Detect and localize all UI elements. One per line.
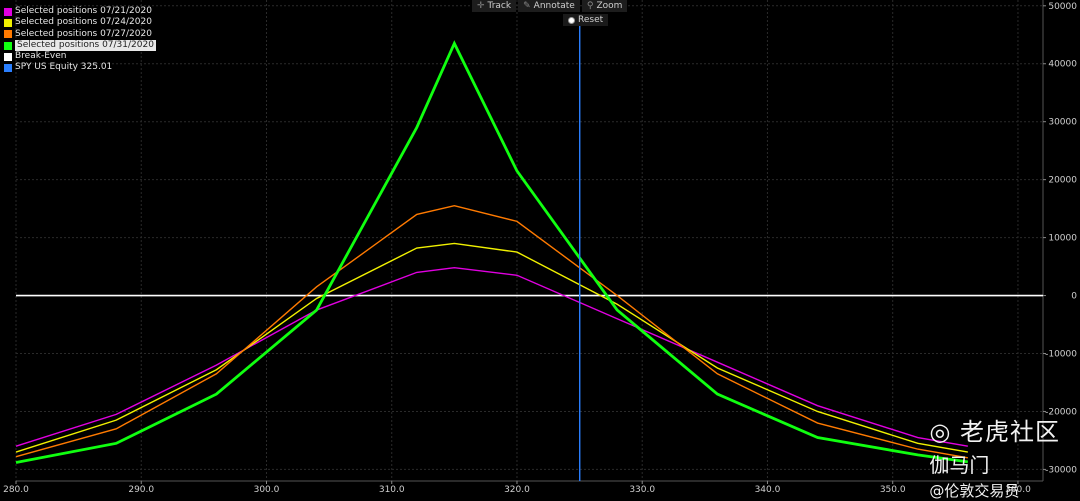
zoom-button[interactable]: ⚲ Zoom bbox=[581, 0, 628, 12]
crosshair-icon: ✛ bbox=[477, 1, 485, 11]
watermark: ◎ 老虎社区 伽马门 @伦敦交易员 bbox=[929, 412, 1060, 501]
watermark-text1: 老虎社区 bbox=[960, 418, 1060, 446]
y-tick-label: -30000 bbox=[1045, 465, 1077, 475]
magnifier-icon: ⚲ bbox=[586, 1, 594, 11]
track-label: Track bbox=[487, 1, 512, 11]
x-tick-label: 300.0 bbox=[254, 485, 280, 494]
legend-label-spy: SPY US Equity 325.01 bbox=[15, 62, 113, 73]
watermark-line1: ◎ 老虎社区 bbox=[929, 412, 1060, 447]
y-tick-label: 10000 bbox=[1048, 234, 1077, 244]
x-tick-label: 280.0 bbox=[3, 485, 29, 494]
legend-swatch-spy bbox=[4, 64, 12, 73]
x-tick-label: 290.0 bbox=[128, 485, 154, 494]
y-tick-label: 40000 bbox=[1048, 60, 1077, 70]
radio-icon bbox=[568, 16, 575, 24]
y-tick-label: -20000 bbox=[1045, 407, 1077, 417]
legend-item-spy[interactable]: SPY US Equity 325.01 bbox=[4, 62, 156, 73]
legend-swatch-break-even bbox=[4, 52, 12, 61]
y-tick-label: -10000 bbox=[1045, 350, 1077, 360]
legend-item-0721[interactable]: Selected positions 07/21/2020 bbox=[4, 6, 156, 17]
legend-item-0724[interactable]: Selected positions 07/24/2020 bbox=[4, 17, 156, 28]
y-tick-label: 30000 bbox=[1048, 118, 1077, 128]
y-tick-label: 50000 bbox=[1048, 2, 1077, 12]
legend-label-0731: Selected positions 07/31/2020 bbox=[15, 39, 156, 52]
watermark-line3: @伦敦交易员 bbox=[929, 482, 1020, 500]
wechat-icon: ◎ bbox=[929, 418, 960, 446]
series-line-3 bbox=[15, 40, 969, 464]
legend-swatch-0731 bbox=[4, 41, 12, 50]
y-tick-label: 0 bbox=[1071, 292, 1077, 302]
legend-label-0721: Selected positions 07/21/2020 bbox=[15, 6, 152, 16]
series-line-2 bbox=[15, 205, 968, 459]
reset-button[interactable]: Reset bbox=[563, 14, 609, 26]
legend-item-0727[interactable]: Selected positions 07/27/2020 bbox=[4, 29, 156, 40]
x-tick-label: 330.0 bbox=[629, 485, 655, 494]
watermark-line2: 伽马门 bbox=[929, 453, 990, 477]
legend-swatch-0724 bbox=[4, 18, 12, 27]
pencil-icon: ✎ bbox=[523, 1, 531, 11]
reset-label: Reset bbox=[578, 15, 604, 25]
x-tick-label: 350.0 bbox=[880, 485, 906, 494]
series-line-1 bbox=[15, 242, 968, 453]
x-tick-label: 340.0 bbox=[755, 485, 781, 494]
track-button[interactable]: ✛ Track bbox=[472, 0, 517, 12]
legend-swatch-0727 bbox=[4, 30, 12, 39]
x-tick-label: 360.0 bbox=[1005, 485, 1031, 494]
annotate-label: Annotate bbox=[533, 1, 575, 11]
chart-toolbar: ✛ Track ✎ Annotate ⚲ Zoom bbox=[472, 0, 628, 12]
x-tick-label: 320.0 bbox=[504, 485, 530, 494]
chart-legend: Selected positions 07/21/2020 Selected p… bbox=[4, 6, 156, 74]
legend-swatch-0721 bbox=[4, 7, 12, 16]
x-tick-label: 310.0 bbox=[379, 485, 405, 494]
legend-item-0731[interactable]: Selected positions 07/31/2020 bbox=[4, 39, 156, 52]
legend-label-0724: Selected positions 07/24/2020 bbox=[15, 17, 152, 28]
y-tick-label: 20000 bbox=[1048, 176, 1077, 186]
series-line-0 bbox=[15, 267, 968, 447]
zoom-label: Zoom bbox=[596, 1, 623, 11]
legend-item-break-even[interactable]: Break-Even bbox=[4, 51, 156, 62]
annotate-button[interactable]: ✎ Annotate bbox=[518, 0, 580, 12]
legend-label-break-even: Break-Even bbox=[15, 51, 67, 62]
legend-label-0727: Selected positions 07/27/2020 bbox=[15, 28, 152, 39]
